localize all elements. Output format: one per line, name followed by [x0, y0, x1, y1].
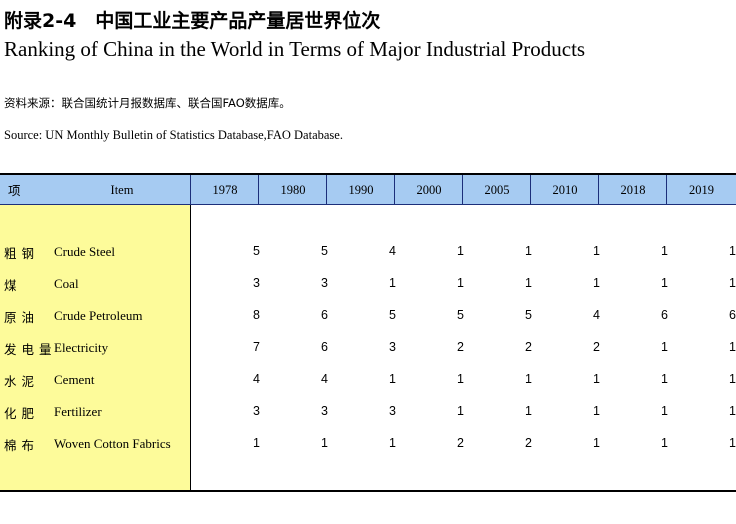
table-row: 水泥 Cement 4 4 1 1 1 1 1 1: [0, 371, 736, 391]
row-item-cn: 发电量: [4, 342, 57, 357]
rank-cell: 1: [457, 372, 464, 386]
header-year: 2005: [462, 175, 531, 204]
header-year: 2019: [666, 175, 736, 204]
row-item-cn: 煤: [4, 278, 22, 293]
rank-cell: 4: [389, 244, 396, 258]
rank-cell: 4: [593, 308, 600, 322]
rank-cell: 4: [253, 372, 260, 386]
rank-cell: 1: [525, 372, 532, 386]
header-item-cn: 项目: [8, 183, 30, 229]
table-row: 煤 Coal 3 3 1 1 1 1 1 1: [0, 275, 736, 295]
table-header: 项目 Item 1978 1980 1990 2000 2005 2010 20…: [0, 175, 736, 229]
header-item-en: Item: [110, 183, 134, 197]
table-row: 粗钢 Crude Steel 5 5 4 1 1 1 1 1: [0, 243, 736, 263]
rank-cell: 1: [457, 404, 464, 418]
rank-cell: 1: [729, 372, 736, 386]
rank-cell: 3: [389, 340, 396, 354]
rank-cell: 1: [593, 404, 600, 418]
row-item-cn: 化肥: [4, 406, 40, 421]
rank-cell: 3: [253, 404, 260, 418]
rank-cell: 2: [525, 340, 532, 354]
table-row: 化肥 Fertilizer 3 3 3 1 1 1 1 1: [0, 403, 736, 423]
row-item-en: Cement: [54, 372, 95, 387]
rank-cell: 6: [321, 340, 328, 354]
rank-cell: 3: [253, 276, 260, 290]
table-bottom-rule: [0, 490, 736, 492]
row-item-en: Crude Steel: [54, 244, 116, 259]
header-year: 2000: [394, 175, 463, 204]
row-item-en: Electricity: [54, 340, 109, 355]
header-year: 2018: [598, 175, 667, 204]
rank-cell: 1: [729, 404, 736, 418]
row-item-cn: 棉布: [4, 438, 40, 453]
rank-cell: 8: [253, 308, 260, 322]
header-year: 2010: [530, 175, 599, 204]
rank-cell: 1: [729, 276, 736, 290]
rank-cell: 2: [457, 436, 464, 450]
rank-cell: 5: [525, 308, 532, 322]
rank-cell: 6: [321, 308, 328, 322]
rank-cell: 2: [593, 340, 600, 354]
rank-cell: 1: [661, 340, 668, 354]
rank-cell: 1: [457, 276, 464, 290]
rank-cell: 1: [661, 276, 668, 290]
item-column-bg: [0, 205, 190, 490]
rank-cell: 6: [729, 308, 736, 322]
source-note-en: Source: UN Monthly Bulletin of Statistic…: [4, 128, 343, 142]
rank-cell: 2: [457, 340, 464, 354]
rank-cell: 6: [661, 308, 668, 322]
row-item-cn: 水泥: [4, 374, 40, 389]
rank-cell: 1: [729, 436, 736, 450]
rank-cell: 1: [389, 436, 396, 450]
rank-cell: 1: [661, 436, 668, 450]
source-note-cn: 资料来源：联合国统计月报数据库、联合国FAO数据库。: [4, 96, 291, 110]
rank-cell: 1: [457, 244, 464, 258]
rank-cell: 1: [661, 372, 668, 386]
table-row: 棉布 Woven Cotton Fabrics 1 1 1 2 2 1 1 1: [0, 435, 736, 455]
rank-cell: 1: [593, 372, 600, 386]
rank-cell: 1: [593, 436, 600, 450]
rank-cell: 1: [593, 244, 600, 258]
rank-cell: 3: [321, 276, 328, 290]
rank-cell: 5: [457, 308, 464, 322]
rank-cell: 1: [525, 244, 532, 258]
rank-cell: 4: [321, 372, 328, 386]
rank-cell: 1: [321, 436, 328, 450]
rank-cell: 1: [525, 276, 532, 290]
rank-cell: 5: [253, 244, 260, 258]
rank-cell: 1: [661, 404, 668, 418]
page-title-en: Ranking of China in the World in Terms o…: [4, 37, 586, 61]
rank-cell: 1: [593, 276, 600, 290]
rank-cell: 1: [389, 372, 396, 386]
rank-cell: 1: [729, 340, 736, 354]
rank-cell: 3: [389, 404, 396, 418]
rank-cell: 1: [525, 404, 532, 418]
header-year: 1980: [258, 175, 327, 204]
row-item-cn: 原油: [4, 310, 40, 325]
rank-cell: 3: [321, 404, 328, 418]
table-row: 发电量 Electricity 7 6 3 2 2 2 1 1: [0, 339, 736, 359]
table-top-rule: [0, 173, 736, 175]
rank-cell: 1: [253, 436, 260, 450]
rank-cell: 2: [525, 436, 532, 450]
row-item-en: Crude Petroleum: [54, 308, 143, 323]
table-row: 原油 Crude Petroleum 8 6 5 5 5 4 6 6: [0, 307, 736, 327]
row-item-en: Coal: [54, 276, 79, 291]
rank-cell: 1: [729, 244, 736, 258]
rank-cell: 5: [389, 308, 396, 322]
row-item-en: Woven Cotton Fabrics: [54, 436, 171, 451]
rank-cell: 7: [253, 340, 260, 354]
rank-cell: 5: [321, 244, 328, 258]
page-title-cn: 附录2-4 中国工业主要产品产量居世界位次: [4, 10, 381, 32]
header-year: 1978: [190, 175, 259, 204]
row-item-en: Fertilizer: [54, 404, 102, 419]
item-column-divider: [190, 205, 191, 490]
rank-cell: 1: [389, 276, 396, 290]
row-item-cn: 粗钢: [4, 246, 40, 261]
header-year: 1990: [326, 175, 395, 204]
rank-cell: 1: [661, 244, 668, 258]
